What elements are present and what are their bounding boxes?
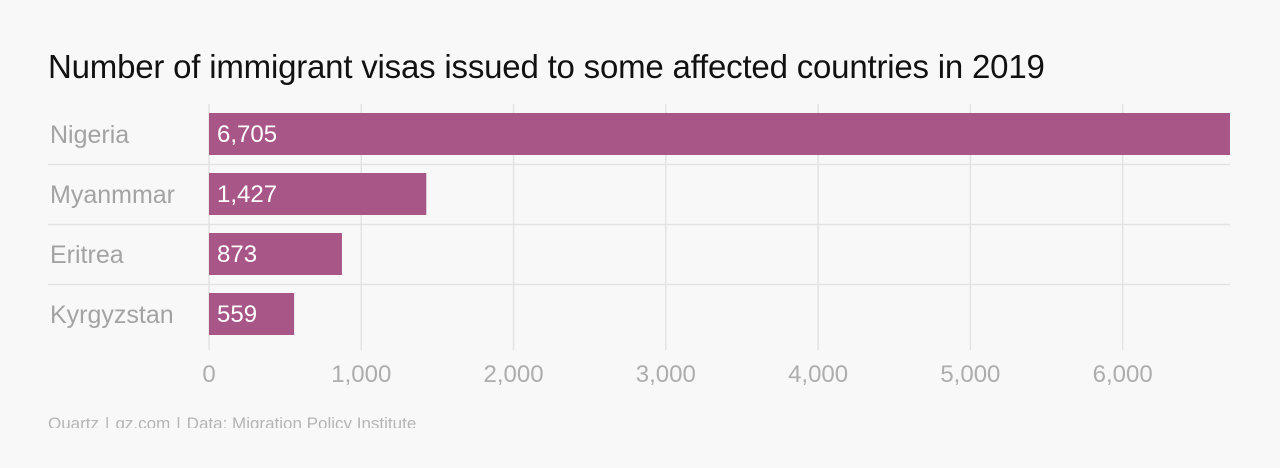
category-label: Eritrea xyxy=(50,241,124,269)
category-label: Myanmmar xyxy=(50,181,175,209)
source-data: Data: Migration Policy Institute xyxy=(186,414,417,428)
source-brand: Quartz xyxy=(48,414,100,428)
bar-nigeria xyxy=(209,113,1230,155)
bar-chart: 6,705 1,427 873 559 Nigeria Myanmmar Eritrea K… xyxy=(48,104,1230,388)
x-tick-label: 3,000 xyxy=(636,361,696,388)
bar-kyrgyzstan xyxy=(209,293,295,335)
x-tick-label: 2,000 xyxy=(484,361,544,388)
bar-value-label: 559 xyxy=(217,301,257,328)
x-tick-label: 5,000 xyxy=(940,361,1000,388)
x-tick-label: 1,000 xyxy=(331,361,391,388)
x-axis-ticks: 0 1,000 2,000 3,000 4,000 5,000 6,000 xyxy=(202,361,1152,388)
source-note: Quartz | qz.com | Data: Migration Policy Ins… xyxy=(48,411,416,428)
bar-eritrea xyxy=(209,233,342,275)
category-labels: Nigeria Myanmmar Eritrea Kyrgyzstan xyxy=(50,121,175,329)
bar-value-label: 1,427 xyxy=(217,181,277,208)
bars: 6,705 1,427 873 559 xyxy=(209,113,1230,335)
source-separator: | xyxy=(105,414,110,428)
bar-value-label: 873 xyxy=(217,241,257,268)
category-label: Kyrgyzstan xyxy=(50,301,174,329)
x-tick-label: 4,000 xyxy=(788,361,848,388)
bar-value-label: 6,705 xyxy=(217,121,277,148)
x-tick-label: 6,000 xyxy=(1093,361,1153,388)
bar-myanmmar xyxy=(209,173,427,215)
x-tick-label: 0 xyxy=(202,361,215,388)
source-site: qz.com xyxy=(115,414,171,428)
category-label: Nigeria xyxy=(50,121,129,149)
chart-title: Number of immigrant visas issued to some… xyxy=(48,48,1045,85)
source-separator: | xyxy=(176,414,181,428)
